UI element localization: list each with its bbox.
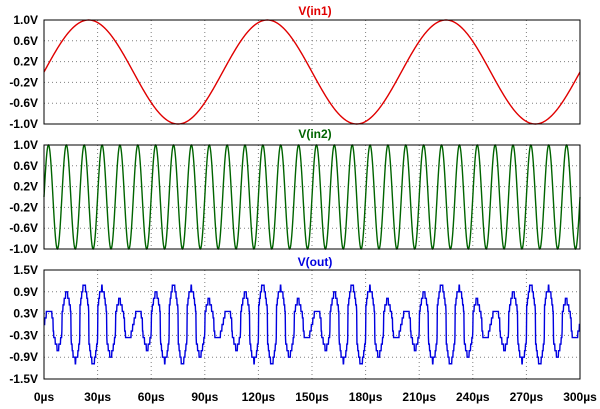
x-tick-label: 210µs xyxy=(402,390,436,404)
y-tick-label: 0.6V xyxy=(13,159,38,173)
panel-vin1-trace xyxy=(43,19,581,125)
panel-vout-y-ticks: 1.5V 0.9V 0.3V -0.3V -0.9V -1.5V xyxy=(9,263,38,386)
y-tick-label: 0.6V xyxy=(13,34,38,48)
x-tick-label: 240µs xyxy=(456,390,490,404)
panel-vin1-grid xyxy=(44,20,580,124)
x-tick-label: 30µs xyxy=(84,390,111,404)
y-tick-label: -0.6V xyxy=(9,96,38,110)
panel-vin2-y-ticks: 1.0V 0.6V 0.2V -0.2V -0.6V -1.0V xyxy=(9,138,38,256)
panel-vin2: V(in2) 1.0V 0.6V 0.2V -0.2V -0.6V -1.0V xyxy=(9,127,581,256)
panel-vout-title: V(out) xyxy=(298,255,333,269)
x-tick-label: 60µs xyxy=(138,390,165,404)
panel-vin1-frame xyxy=(43,19,581,125)
y-tick-label: 0.2V xyxy=(13,180,38,194)
x-tick-label: 0µs xyxy=(34,390,55,404)
y-tick-label: -1.0V xyxy=(9,117,38,131)
x-tick-label: 180µs xyxy=(349,390,383,404)
y-tick-label: 1.0V xyxy=(13,13,38,27)
y-tick-label: -0.9V xyxy=(9,350,38,364)
panel-vin2-frame xyxy=(43,144,581,250)
x-tick-label: 300µs xyxy=(563,390,597,404)
panel-vout-frame xyxy=(43,269,581,380)
y-tick-label: 0.3V xyxy=(13,307,38,321)
y-tick-label: -0.2V xyxy=(9,75,38,89)
panel-vin2-title: V(in2) xyxy=(298,127,331,141)
y-tick-label: -1.5V xyxy=(9,372,38,386)
panel-vout-trace xyxy=(43,284,581,365)
x-tick-label: 90µs xyxy=(191,390,218,404)
panel-vout-grid xyxy=(44,270,580,379)
panel-vin1: V(in1) 1.0V 0.6V 0.2V -0.2V -0.6V -1.0V xyxy=(9,4,581,131)
x-tick-label: 150µs xyxy=(295,390,329,404)
panel-vin1-title: V(in1) xyxy=(298,4,331,18)
y-tick-label: -0.6V xyxy=(9,221,38,235)
y-tick-label: -0.3V xyxy=(9,328,38,342)
panel-vin2-trace xyxy=(43,144,581,250)
x-tick-label: 270µs xyxy=(510,390,544,404)
panel-vout: V(out) 1.5V 0.9V 0.3V -0.3V -0.9V -1.5V xyxy=(9,255,581,386)
panel-vin1-y-ticks: 1.0V 0.6V 0.2V -0.2V -0.6V -1.0V xyxy=(9,13,38,131)
y-tick-label: 0.9V xyxy=(13,285,38,299)
y-tick-label: 1.5V xyxy=(13,263,38,277)
y-tick-label: 1.0V xyxy=(13,138,38,152)
x-tick-label: 120µs xyxy=(242,390,276,404)
y-tick-label: -0.2V xyxy=(9,200,38,214)
y-tick-label: 0.2V xyxy=(13,55,38,69)
x-axis-ticks: 0µs 30µs 60µs 90µs 120µs 150µs 180µs 210… xyxy=(34,390,597,404)
y-tick-label: -1.0V xyxy=(9,242,38,256)
